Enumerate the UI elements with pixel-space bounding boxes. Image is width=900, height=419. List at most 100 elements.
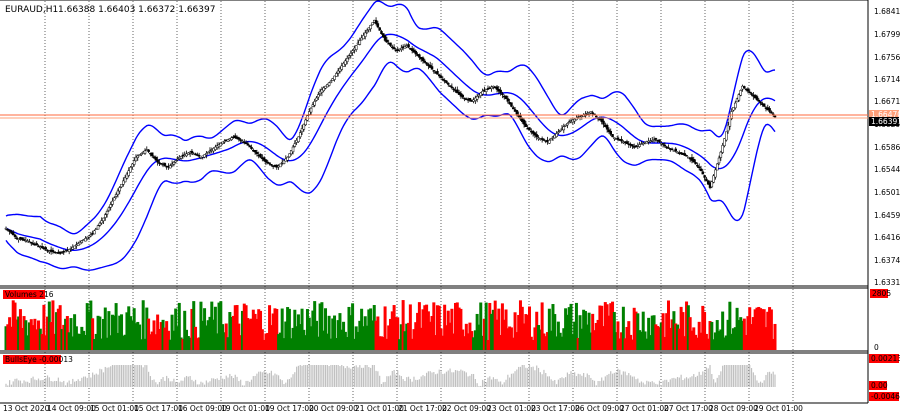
volume-bar xyxy=(278,332,282,350)
volume-bar xyxy=(614,332,618,350)
candle-body xyxy=(701,171,705,175)
indicator-bar xyxy=(709,365,711,387)
indicator-bar xyxy=(490,379,493,387)
candle-body xyxy=(15,237,19,239)
volume-bar xyxy=(694,334,698,350)
indicator-bar xyxy=(557,379,559,387)
indicator-bar xyxy=(59,381,61,387)
candle-body xyxy=(122,180,125,185)
volume-bar xyxy=(233,305,237,350)
volume-bar xyxy=(583,311,587,350)
volume-bar xyxy=(502,319,506,350)
volume-bar xyxy=(466,333,470,350)
volume-bar xyxy=(273,308,277,350)
volume-bar xyxy=(773,323,777,350)
indicator-bar xyxy=(738,365,740,387)
candle-body xyxy=(107,207,111,211)
volume-bar xyxy=(712,339,716,350)
indicator-bar xyxy=(433,372,435,387)
indicator-bar xyxy=(312,365,314,387)
candle-body xyxy=(239,139,242,141)
volume-bar xyxy=(578,315,582,350)
indicator-bar xyxy=(138,365,141,387)
indicator-bar xyxy=(689,377,691,387)
indicator-bar xyxy=(722,365,724,387)
indicator-bar xyxy=(411,381,413,387)
candle-body xyxy=(726,124,730,132)
volume-bar xyxy=(329,338,333,350)
candle-body xyxy=(374,20,378,24)
candle-body xyxy=(638,144,641,147)
indicator-bar xyxy=(245,380,247,387)
indicator-bar xyxy=(521,365,523,387)
volume-bar xyxy=(511,337,515,350)
indicator-bar xyxy=(110,366,112,387)
indicator-bar xyxy=(597,381,599,387)
volume-bar xyxy=(408,304,412,350)
volume-bar xyxy=(560,336,564,350)
time-tick: 21 Oct 17:00 xyxy=(398,404,447,413)
candle-body xyxy=(134,156,138,162)
price-tick: 1.66710 xyxy=(874,97,900,106)
volume-bar xyxy=(518,300,522,350)
indicator-bar xyxy=(113,365,115,387)
volume-bar xyxy=(356,331,360,350)
volume-bar xyxy=(414,322,418,350)
volume-bar xyxy=(192,301,196,350)
candle-body xyxy=(533,132,537,136)
indicator-bar xyxy=(366,365,368,387)
volume-bar xyxy=(665,313,669,350)
volume-bar xyxy=(540,302,544,350)
candle-body xyxy=(762,103,766,107)
candle-body xyxy=(253,150,257,153)
volume-bar xyxy=(654,324,658,350)
indicator-bar xyxy=(34,379,36,387)
volume-bar xyxy=(410,338,414,350)
volume-bar xyxy=(527,306,531,350)
candle-body xyxy=(531,130,535,134)
volume-bar xyxy=(248,319,252,350)
volume-bar xyxy=(748,307,752,350)
indicator-bar xyxy=(350,368,352,387)
volume-bar xyxy=(271,313,275,350)
volume-bar xyxy=(174,308,178,350)
volume-bar xyxy=(634,311,638,350)
indicator-bar xyxy=(184,377,186,387)
indicator-bar xyxy=(72,378,74,387)
volume-bar xyxy=(470,331,474,350)
candle-body xyxy=(87,235,91,238)
volume-bar xyxy=(715,320,719,350)
candle-body xyxy=(710,181,714,188)
indicator-bar xyxy=(277,375,280,387)
indicator-bar xyxy=(99,368,101,387)
indicator-bar xyxy=(541,374,543,387)
volume-bar xyxy=(40,334,44,350)
indicator-bar xyxy=(157,384,159,387)
volume-bar xyxy=(277,334,281,350)
volume-bar xyxy=(33,318,37,350)
candle-body xyxy=(611,134,614,138)
indicator-bar xyxy=(696,375,698,387)
volume-bar xyxy=(513,312,517,350)
indicator-bar xyxy=(259,371,262,387)
candle-body xyxy=(600,118,603,122)
candle-body xyxy=(734,102,737,109)
candle-body xyxy=(342,63,345,67)
volume-bar xyxy=(147,318,151,350)
candle-body xyxy=(60,252,64,254)
indicator-bar xyxy=(725,365,727,387)
candle-body xyxy=(512,107,515,110)
indicator-bar xyxy=(485,382,487,387)
indicator-bar xyxy=(590,377,592,387)
indicator-bar xyxy=(261,372,263,387)
indicator-bar xyxy=(546,376,549,387)
volume-axis-bottom: 0 xyxy=(874,343,879,352)
volume-bar xyxy=(638,330,642,350)
indicator-bar xyxy=(324,365,327,387)
indicator-bar xyxy=(270,370,272,387)
volume-bar xyxy=(385,338,389,350)
indicator-bar xyxy=(268,372,271,387)
volume-bar xyxy=(129,316,133,350)
